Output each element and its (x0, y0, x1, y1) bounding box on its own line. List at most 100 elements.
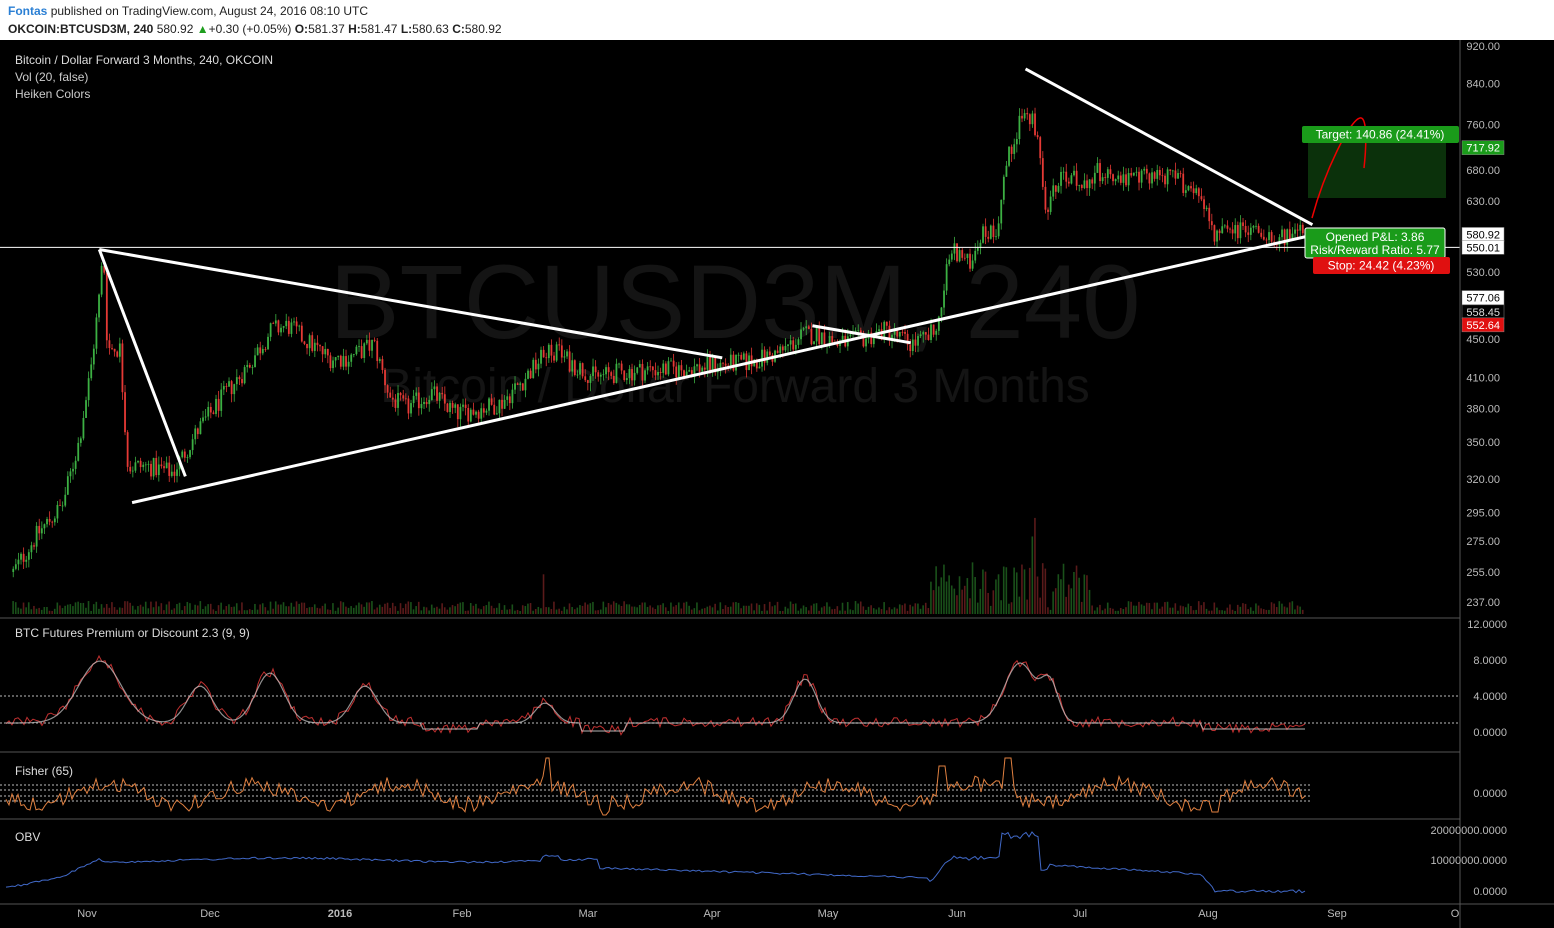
volume-bar (391, 602, 394, 614)
candle-body (820, 332, 823, 345)
volume-bar (92, 604, 95, 614)
candle-body (363, 343, 366, 359)
candle (537, 358, 540, 377)
candle (64, 486, 67, 508)
candle-body (888, 325, 891, 340)
candle-body (631, 369, 633, 381)
volume-bar (740, 608, 742, 614)
pnl-label[interactable]: Opened P&L: 3.86 Risk/Reward Ratio: 5.77 (1304, 227, 1446, 259)
candle-body (1114, 179, 1117, 182)
trendline[interactable] (97, 248, 187, 477)
candle (807, 324, 810, 330)
trendline[interactable] (131, 233, 1313, 505)
volume-bar (40, 609, 43, 614)
candle-body (1158, 169, 1161, 176)
volume-bar (1091, 605, 1093, 614)
pane-axes[interactable]: 12.00008.00004.00000.00000.000020000000.… (1431, 619, 1507, 898)
trendline[interactable] (99, 248, 723, 360)
candle (1028, 113, 1031, 132)
volume-bar (277, 604, 280, 614)
volume-bar (1104, 608, 1106, 614)
candle-body (1026, 113, 1029, 115)
candles (12, 107, 1304, 578)
candle (1075, 163, 1078, 191)
candle (339, 354, 342, 370)
candle-body (992, 225, 995, 238)
candle-body (958, 250, 961, 262)
candle-body (1187, 186, 1190, 191)
volume-bar (35, 608, 38, 614)
price-tag: 577.06 (1461, 290, 1505, 305)
candle-body (711, 357, 714, 371)
volume-bar (168, 601, 170, 614)
candle (1088, 179, 1091, 196)
candle (20, 552, 22, 565)
candle-body (1067, 181, 1070, 184)
candle-body (501, 399, 503, 409)
volume-bar (735, 602, 737, 614)
candle-body (885, 321, 888, 326)
candle-body (763, 349, 766, 363)
candle-body (599, 374, 602, 377)
candle-body (1096, 163, 1099, 173)
candle (449, 400, 451, 418)
candle (1122, 166, 1125, 191)
volume-bar (165, 604, 168, 614)
volume-bar (638, 604, 641, 614)
candle-body (620, 363, 623, 371)
candle-body (1265, 239, 1268, 241)
candle (924, 331, 927, 340)
trendline[interactable] (1024, 67, 1314, 226)
volume-bar (1096, 607, 1099, 614)
volume-bar (1268, 609, 1270, 614)
volume-bar (672, 606, 675, 614)
volume-bar (38, 607, 40, 614)
author-link[interactable]: Fontas (8, 4, 48, 18)
candle-body (917, 336, 919, 346)
candle (1190, 181, 1192, 192)
volume-bar (1182, 606, 1184, 614)
volume-bar (948, 575, 950, 614)
target-label[interactable]: Target: 140.86 (24.41%) (1302, 126, 1459, 143)
volume-bar (532, 610, 534, 614)
volume-bar (433, 607, 436, 614)
candle (319, 344, 321, 352)
time-axis[interactable]: Nov Dec 2016 Feb Mar Apr May Jun Jul Aug Sep O (77, 908, 1460, 920)
volume-bar (865, 609, 867, 614)
volume-bar (259, 604, 261, 614)
candle-body (914, 339, 917, 346)
candle-body (495, 413, 498, 415)
volume-bar (415, 606, 417, 614)
volume-bar (228, 604, 230, 614)
candle (152, 457, 155, 480)
candle (415, 387, 418, 400)
candle (503, 395, 506, 409)
candle (264, 346, 267, 352)
volume-bar (194, 604, 196, 614)
volume-bar (1101, 610, 1104, 614)
volume-bar (90, 610, 92, 614)
volume-bar (410, 602, 412, 614)
candle-body (116, 351, 119, 357)
candle (579, 360, 581, 381)
candle-body (1296, 229, 1299, 231)
candle (1249, 223, 1252, 241)
candle (1047, 207, 1049, 220)
candle-body (394, 399, 397, 408)
symbol-label[interactable]: OKCOIN:BTCUSD3M, 240 (8, 22, 154, 36)
chart-area[interactable]: BTCUSD3M, 240 Bitcoin / Dollar Forward 3… (0, 40, 1554, 928)
volume-bar (139, 604, 142, 614)
volume-bar (693, 608, 696, 614)
candle-body (100, 265, 103, 295)
volume-bar (95, 601, 98, 614)
target-zone[interactable] (1308, 134, 1446, 198)
candle (30, 541, 33, 559)
volume-bar (329, 609, 332, 614)
stop-label[interactable]: Stop: 24.42 (4.23%) (1313, 257, 1450, 274)
candle-body (1231, 229, 1234, 234)
volume-bar (332, 603, 334, 614)
trendline[interactable] (812, 324, 912, 345)
volume-bar (1156, 602, 1158, 614)
candle (787, 343, 789, 354)
candle-body (69, 471, 72, 477)
